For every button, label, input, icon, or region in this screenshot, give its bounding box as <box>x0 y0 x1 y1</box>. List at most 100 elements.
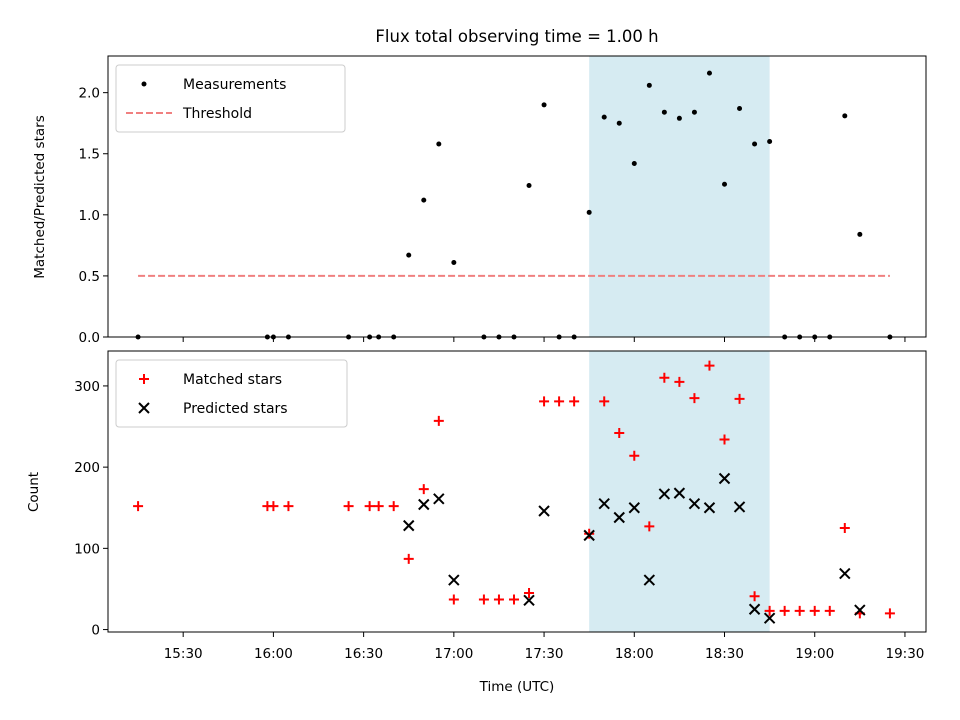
x-tick-label: 19:00 <box>795 646 834 662</box>
matched-star-point <box>539 396 550 407</box>
matched-star-point <box>403 553 414 564</box>
measurement-point <box>421 197 427 203</box>
predicted-star-point <box>763 612 776 624</box>
top-y-tick-label: 0.0 <box>79 330 100 346</box>
predicted-star-point <box>673 487 686 499</box>
measurement-point <box>586 209 592 215</box>
bottom-highlight-span <box>589 351 770 632</box>
matched-star-point <box>418 484 429 495</box>
legend-predicted-label: Predicted stars <box>183 401 288 417</box>
bot-y-tick-label: 100 <box>74 541 100 557</box>
predicted-star-point <box>748 603 761 615</box>
predicted-star-point <box>854 604 866 616</box>
predicted-star-point <box>433 493 445 505</box>
predicted-star-point <box>839 567 851 580</box>
predicted-star-point <box>403 519 415 532</box>
matched-star-point <box>629 450 640 461</box>
measurement-point <box>646 82 652 88</box>
matched-star-point <box>478 594 489 605</box>
bottom-legend-box <box>115 359 348 428</box>
top-y-tick-label: 2.0 <box>79 86 100 102</box>
x-tick-label: 16:00 <box>254 646 293 662</box>
predicted-star-point <box>523 594 535 607</box>
matched-star-point <box>794 605 805 616</box>
bottom-plot-frame <box>107 350 927 633</box>
top-y-axis-label: Matched/Predicted stars <box>32 115 48 278</box>
measurement-point <box>691 109 697 115</box>
measurement-point <box>737 106 743 112</box>
measurement-point <box>752 141 758 147</box>
matched-star-point <box>644 521 655 532</box>
matched-star-point <box>674 376 685 387</box>
predicted-star-point <box>718 472 731 485</box>
matched-star-point <box>719 434 730 445</box>
matched-star-point <box>584 528 595 539</box>
bottom-y-axis-label: Count <box>26 472 42 512</box>
matched-star-point <box>659 372 670 383</box>
x-tick-label: 15:30 <box>164 646 203 662</box>
x-tick-label: 17:30 <box>525 646 564 662</box>
bot-y-tick-label: 0 <box>91 623 100 639</box>
predicted-star-point <box>583 529 595 542</box>
legend-matched-label: Matched stars <box>183 372 282 388</box>
legend-measurements-marker <box>141 81 147 87</box>
measurement-point <box>451 259 457 265</box>
matched-star-point <box>554 396 565 407</box>
matched-star-point <box>133 501 144 512</box>
top-legend-box <box>115 64 346 133</box>
matched-star-point <box>493 594 504 605</box>
matched-star-point <box>343 501 354 512</box>
matched-star-point <box>388 501 399 512</box>
measurement-point <box>631 161 637 167</box>
x-tick-label: 18:30 <box>705 646 744 662</box>
measurement-point <box>857 231 863 237</box>
matched-star-point <box>524 588 535 599</box>
matched-star-point <box>839 523 850 534</box>
matched-star-point <box>704 360 715 371</box>
predicted-star-point <box>643 574 656 586</box>
measurement-point <box>842 113 848 119</box>
predicted-star-point <box>598 497 610 510</box>
legend-threshold-label: Threshold <box>182 106 252 122</box>
matched-star-point <box>569 396 580 407</box>
predicted-star-point <box>658 488 671 500</box>
matched-star-point <box>283 501 294 512</box>
matched-star-point <box>809 605 820 616</box>
measurement-point <box>541 102 547 108</box>
x-tick-label: 17:00 <box>434 646 473 662</box>
legend-measurements-label: Measurements <box>183 77 286 93</box>
predicted-star-point <box>733 501 746 513</box>
matched-star-point <box>364 501 375 512</box>
matched-star-point <box>268 501 279 512</box>
x-tick-label: 19:30 <box>885 646 924 662</box>
legend-predicted-marker <box>138 402 150 414</box>
predicted-star-point <box>538 505 550 517</box>
predicted-star-point <box>613 511 625 524</box>
top-y-tick-label: 0.5 <box>79 269 100 285</box>
bot-y-tick-label: 300 <box>74 379 100 395</box>
matched-star-point <box>884 608 895 619</box>
top-plot-frame <box>107 55 927 338</box>
predicted-star-point <box>628 502 640 514</box>
matched-star-point <box>734 393 745 404</box>
matched-star-point <box>749 591 760 602</box>
chart-title: Flux total observing time = 1.00 h <box>375 27 658 46</box>
predicted-star-point <box>703 502 716 514</box>
x-axis-label: Time (UTC) <box>479 679 555 695</box>
measurement-point <box>676 115 682 121</box>
top-highlight-span <box>589 56 770 337</box>
measurement-point <box>767 139 773 145</box>
measurement-point <box>601 114 607 120</box>
top-y-tick-label: 1.0 <box>79 208 100 224</box>
bot-y-tick-label: 200 <box>74 460 100 476</box>
measurement-point <box>406 252 412 258</box>
predicted-star-point <box>688 497 701 510</box>
matched-star-point <box>764 605 775 616</box>
matched-star-point <box>508 594 519 605</box>
matched-star-point <box>614 428 625 439</box>
x-tick-label: 16:30 <box>344 646 383 662</box>
measurement-point <box>436 141 442 147</box>
matched-star-point <box>448 594 459 605</box>
matched-star-point <box>433 415 444 426</box>
matched-star-point <box>373 501 384 512</box>
